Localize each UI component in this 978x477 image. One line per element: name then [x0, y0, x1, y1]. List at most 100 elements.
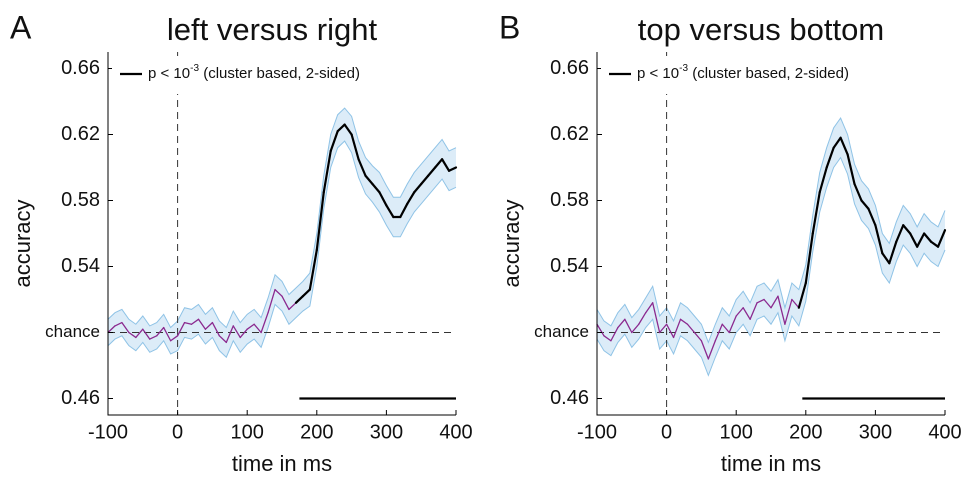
mean-line — [274, 288, 283, 297]
x-tick-label: 200 — [789, 421, 822, 443]
axes — [107, 52, 456, 416]
band-edge-lower — [107, 140, 457, 359]
y-tick-label: 0.46 — [61, 387, 100, 409]
mean-line — [638, 312, 647, 325]
x-tick-label: 400 — [439, 421, 472, 443]
mean-line — [329, 130, 339, 153]
mean-line — [267, 288, 276, 314]
mean-line — [839, 136, 849, 156]
mean-line — [371, 182, 381, 194]
mean-line — [596, 323, 605, 337]
mean-line — [895, 224, 905, 243]
mean-line — [420, 174, 430, 186]
mean-line — [784, 298, 793, 325]
y-tick-label: 0.66 — [550, 57, 589, 79]
y-axis-label: accuracy — [10, 199, 35, 287]
mean-line — [735, 307, 744, 317]
band-edge-upper — [596, 116, 946, 344]
mean-line — [281, 295, 290, 311]
legend-exponent: -3 — [190, 63, 199, 74]
x-tick-label: 400 — [928, 421, 961, 443]
x-tick-label: -100 — [88, 421, 128, 443]
confidence-band — [108, 108, 456, 358]
mean-line — [440, 158, 451, 172]
mean-line — [135, 328, 144, 339]
mean-line — [322, 149, 332, 194]
y-tick-label: 0.54 — [61, 255, 100, 277]
mean-line — [686, 323, 696, 334]
mean-line — [357, 158, 367, 177]
mean-line — [652, 302, 661, 334]
panel-label: B — [499, 9, 520, 45]
mean-line — [260, 312, 269, 334]
mean-line — [246, 323, 255, 330]
x-tick-label: 200 — [300, 421, 333, 443]
band-edge-lower — [596, 156, 946, 377]
mean-line — [163, 326, 172, 342]
legend-text: p < 10-3 (cluster based, 2-sided) — [637, 63, 849, 82]
mean-line — [406, 191, 416, 205]
legend-part: p < 10 — [148, 65, 190, 82]
mean-line — [811, 191, 821, 235]
mean-line — [929, 240, 940, 248]
mean-line — [672, 318, 682, 339]
y-tick-label: 0.62 — [550, 123, 589, 145]
mean-line — [336, 123, 346, 133]
mean-line — [832, 136, 842, 149]
mean-line — [693, 331, 703, 342]
legend-box — [601, 56, 941, 94]
y-axis-label: accuracy — [499, 199, 524, 287]
x-tick-label: 300 — [859, 421, 892, 443]
mean-line — [301, 288, 311, 298]
mean-line — [225, 325, 234, 344]
mean-line — [909, 232, 919, 248]
mean-line — [902, 224, 912, 235]
mean-line — [797, 281, 807, 309]
mean-line — [756, 298, 765, 304]
panel-label: A — [10, 9, 32, 45]
mean-line — [749, 302, 758, 320]
legend-part: p < 10 — [637, 65, 679, 82]
mean-line — [679, 318, 689, 325]
mean-line — [142, 328, 151, 340]
mean-line — [818, 166, 828, 194]
band-edge-upper — [107, 107, 457, 329]
mean-line — [413, 182, 423, 194]
mean-line — [232, 325, 241, 339]
mean-line — [763, 298, 772, 309]
mean-line — [315, 191, 325, 252]
x-axis-label: time in ms — [721, 451, 821, 476]
mean-line — [350, 133, 360, 161]
mean-line — [860, 199, 870, 210]
x-axis-label: time in ms — [232, 451, 332, 476]
mean-line — [294, 295, 304, 304]
mean-line — [631, 323, 640, 334]
mean-line — [121, 321, 130, 334]
mean-line — [853, 182, 863, 202]
mean-line — [700, 340, 710, 360]
mean-line — [149, 335, 158, 340]
legend-exponent: -3 — [679, 63, 688, 74]
mean-line — [253, 323, 262, 334]
mean-line — [610, 326, 619, 342]
mean-line — [378, 191, 388, 207]
chart-title: left versus right — [167, 12, 378, 47]
mean-line — [169, 335, 179, 342]
mean-line — [721, 323, 730, 334]
mean-line — [176, 321, 186, 337]
x-tick-label: -100 — [577, 421, 617, 443]
mean-line — [846, 153, 856, 186]
y-tick-label: 0.66 — [61, 57, 100, 79]
confidence-band — [597, 118, 945, 376]
mean-line — [197, 318, 207, 330]
mean-line — [645, 302, 654, 314]
mean-line — [658, 323, 668, 334]
mean-line — [343, 123, 353, 136]
mean-line — [881, 252, 891, 265]
mean-line — [204, 321, 214, 330]
y-tick-label: 0.46 — [550, 387, 589, 409]
mean-line — [399, 202, 409, 219]
mean-line — [923, 232, 933, 243]
x-tick-label: 300 — [370, 421, 403, 443]
mean-line — [742, 307, 751, 320]
